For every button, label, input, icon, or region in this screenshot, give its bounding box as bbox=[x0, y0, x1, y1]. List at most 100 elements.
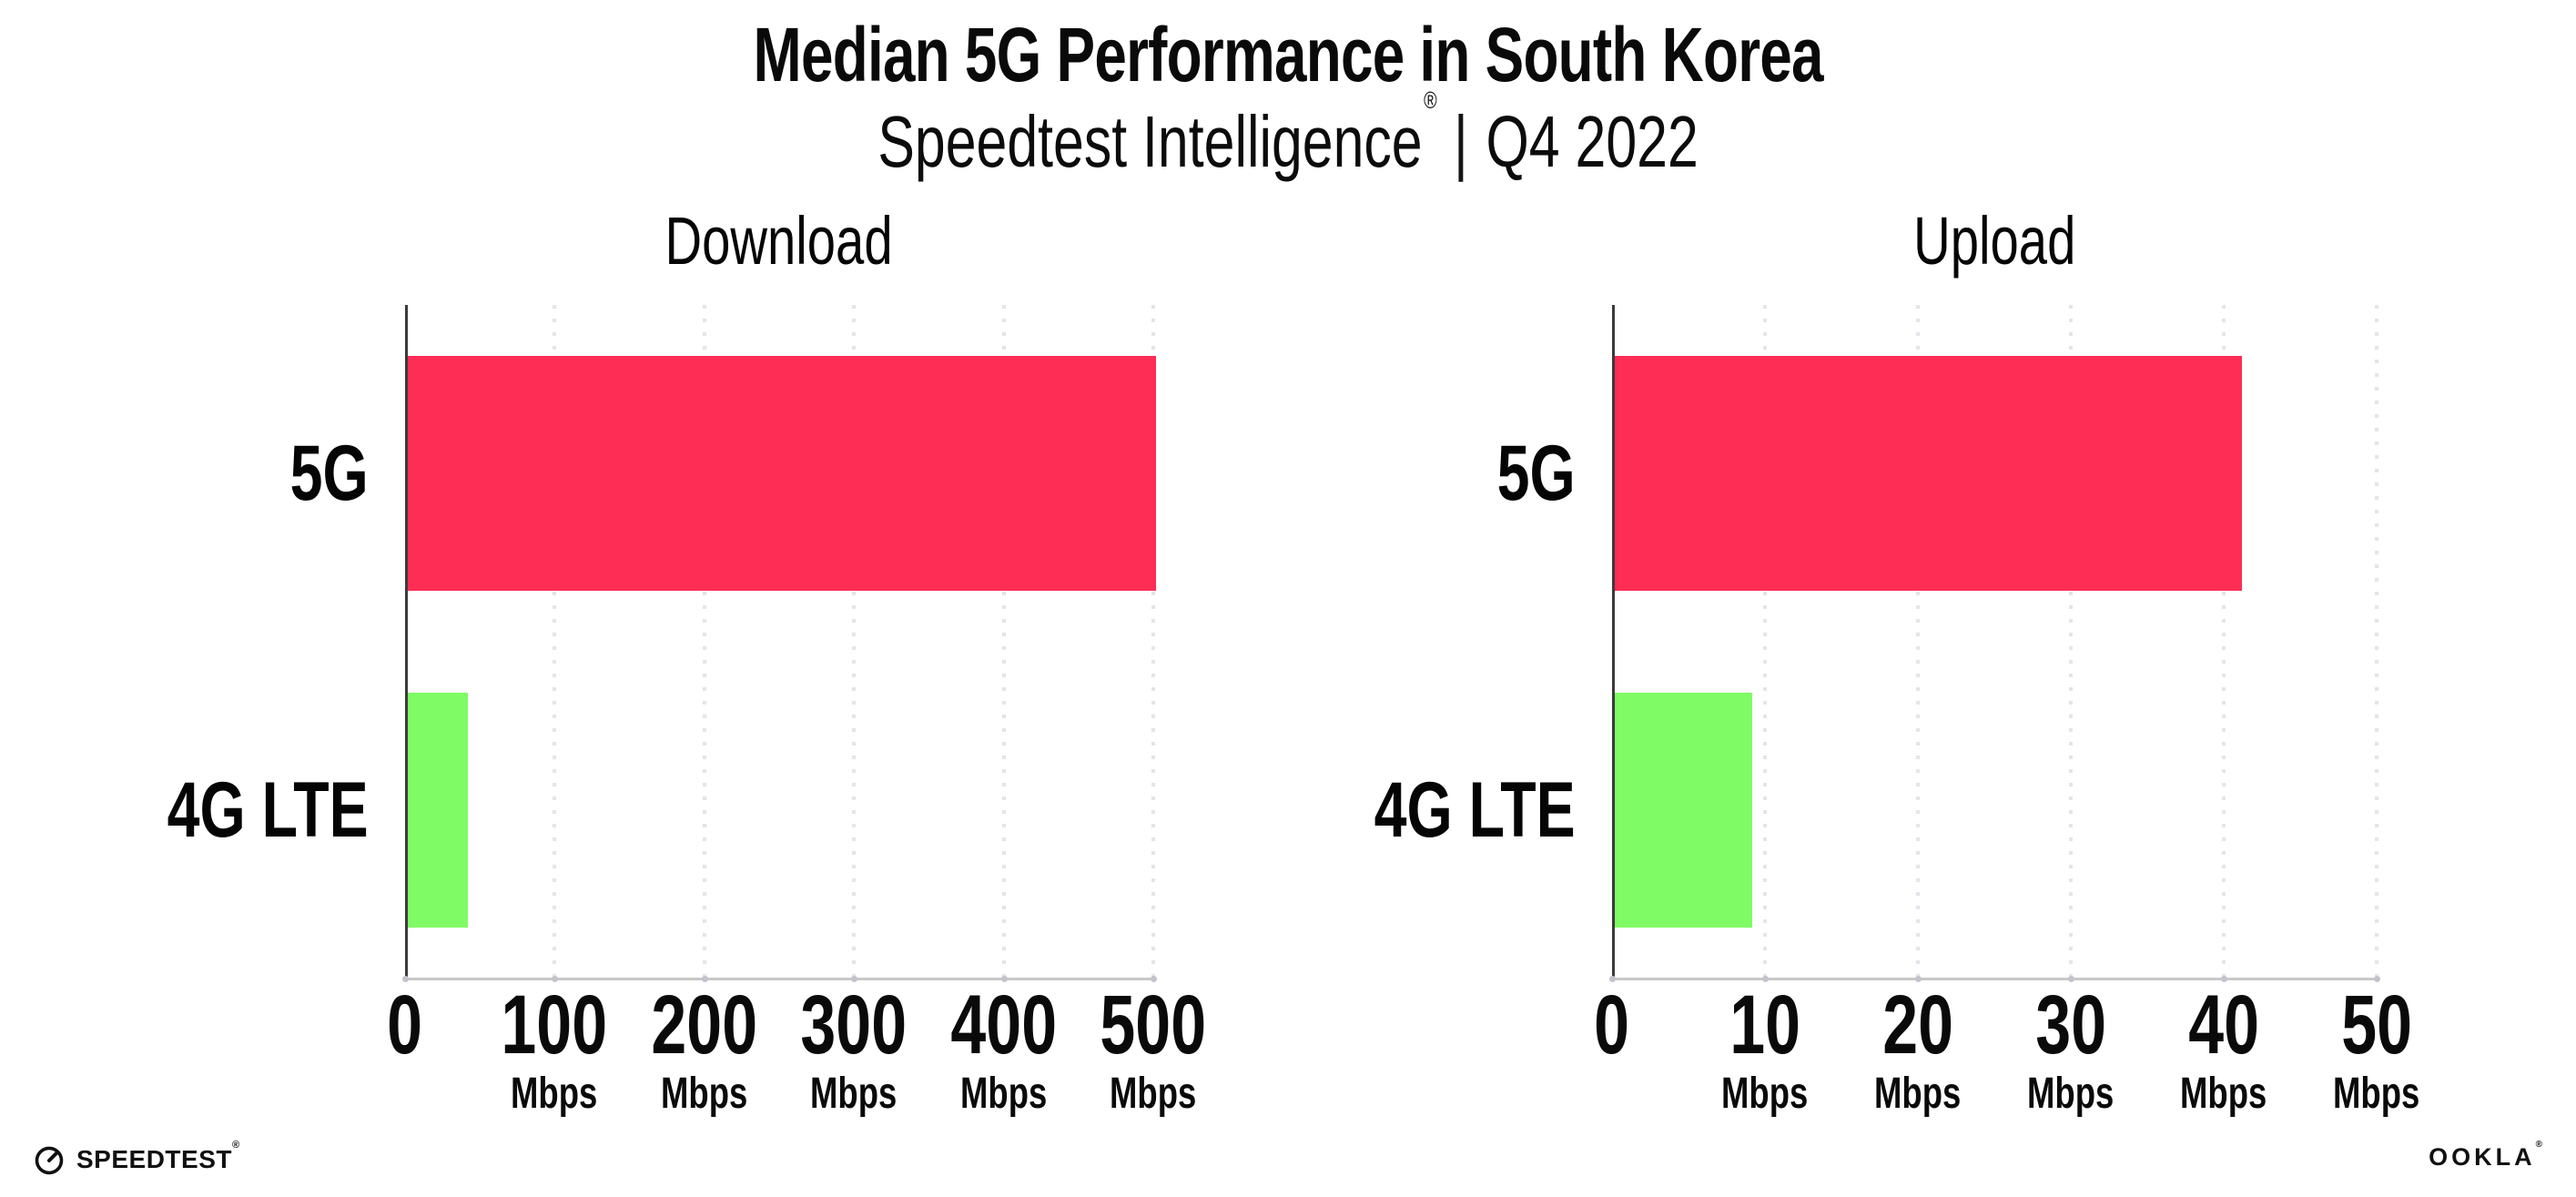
subtitle-separator: | bbox=[1453, 101, 1468, 182]
tick-unit-label: Mbps bbox=[1800, 1072, 2036, 1116]
tick-value: 100 bbox=[436, 979, 673, 1071]
tick-mark-200 bbox=[702, 976, 708, 982]
tick-label-500: 500 Mbps bbox=[1035, 979, 1272, 1116]
ookla-logo: OOKLA® bbox=[2429, 1140, 2542, 1172]
tick-label-30: 30 Mbps bbox=[1952, 979, 2189, 1116]
category-label-text: 4G LTE bbox=[1374, 766, 1576, 854]
tick-unit-text: Mbps bbox=[810, 1070, 898, 1119]
gridline-100 bbox=[553, 305, 556, 979]
speedtest-registered-mark: ® bbox=[231, 1139, 240, 1151]
tick-value: 400 bbox=[886, 979, 1122, 1071]
gridline-400 bbox=[1002, 305, 1006, 979]
registered-mark: ® bbox=[1424, 86, 1437, 115]
tick-value: 50 bbox=[2258, 979, 2495, 1071]
tick-label-200: 200 Mbps bbox=[586, 979, 823, 1116]
tick-label-300: 300 Mbps bbox=[735, 979, 972, 1116]
tick-value: 200 bbox=[586, 979, 823, 1071]
tick-value: 300 bbox=[735, 979, 972, 1071]
tick-unit-label: Mbps bbox=[735, 1072, 972, 1116]
tick-value-text: 50 bbox=[2341, 979, 2412, 1071]
tick-value: 40 bbox=[2105, 979, 2342, 1071]
tick-label-0: 0 bbox=[1494, 979, 1730, 1071]
tick-unit-text: Mbps bbox=[1721, 1070, 1809, 1119]
bar-download-4g-lte bbox=[408, 693, 468, 928]
tick-mark-10 bbox=[1762, 976, 1769, 982]
tick-label-40: 40 Mbps bbox=[2105, 979, 2342, 1119]
bar-upload-4g-lte bbox=[1615, 693, 1752, 928]
tick-value-text: 400 bbox=[950, 979, 1058, 1071]
y-axis-line bbox=[405, 305, 408, 979]
page-title-text: Median 5G Performance in South Korea bbox=[753, 12, 1823, 97]
tick-value-text: 30 bbox=[2035, 979, 2106, 1071]
tick-value: 0 bbox=[1494, 979, 1730, 1071]
tick-value-text: 0 bbox=[387, 979, 423, 1071]
tick-mark-0 bbox=[402, 976, 409, 982]
tick-value: 30 bbox=[1952, 979, 2189, 1071]
tick-unit-text: Mbps bbox=[2180, 1070, 2267, 1119]
tick-value: 0 bbox=[287, 979, 523, 1071]
tick-value-text: 40 bbox=[2188, 979, 2259, 1071]
tick-unit-label: Mbps bbox=[436, 1072, 673, 1116]
page-title: Median 5G Performance in South Korea bbox=[0, 16, 2576, 93]
subtitle-brand: Speedtest Intelligence bbox=[877, 101, 1423, 182]
ookla-wordmark: OOKLA® bbox=[2429, 1140, 2542, 1171]
bar-download-5g bbox=[408, 356, 1156, 591]
tick-mark-40 bbox=[2221, 976, 2227, 982]
subtitle-period: Q4 2022 bbox=[1486, 101, 1699, 182]
tick-mark-0 bbox=[1609, 976, 1616, 982]
tick-mark-400 bbox=[1001, 976, 1008, 982]
tick-label-100: 100 Mbps bbox=[436, 979, 673, 1116]
tick-value-text: 10 bbox=[1729, 979, 1800, 1071]
subtitle: Speedtest Intelligence®| Q4 2022 bbox=[0, 88, 2576, 178]
tick-mark-30 bbox=[2068, 976, 2074, 982]
category-label-text: 5G bbox=[1496, 430, 1576, 517]
x-axis-line bbox=[405, 978, 1153, 980]
tick-mark-50 bbox=[2374, 976, 2380, 982]
plot-area-upload: 5G 4G LTE 0 10 Mbps 20 Mbps 30 Mbps 40 Mbps 50 Mbps bbox=[1374, 305, 2420, 1116]
gridline-30 bbox=[2069, 305, 2073, 979]
tick-unit-label: Mbps bbox=[1035, 1072, 1272, 1116]
bar-upload-5g bbox=[1615, 356, 2242, 591]
tick-unit-text: Mbps bbox=[661, 1070, 748, 1119]
tick-label-50: 50 Mbps bbox=[2258, 979, 2495, 1116]
tick-mark-20 bbox=[1915, 976, 1922, 982]
chart-title-download: Download bbox=[405, 208, 1153, 275]
tick-label-0: 0 bbox=[287, 979, 523, 1071]
gridline-300 bbox=[852, 305, 856, 979]
gridline-10 bbox=[1763, 305, 1767, 979]
gridline-20 bbox=[1916, 305, 1920, 979]
category-label-text: 4G LTE bbox=[167, 766, 369, 854]
tick-label-10: 10 Mbps bbox=[1647, 979, 1883, 1119]
tick-value-text: 0 bbox=[1594, 979, 1630, 1071]
tick-unit-label: Mbps bbox=[1952, 1072, 2189, 1116]
tick-label-20: 20 Mbps bbox=[1800, 979, 2036, 1116]
tick-unit-text: Mbps bbox=[1110, 1070, 1197, 1119]
speedtest-gauge-icon bbox=[35, 1146, 64, 1175]
speedtest-wordmark: SPEEDTEST® bbox=[76, 1139, 240, 1173]
tick-value-text: 100 bbox=[501, 979, 608, 1071]
category-label-4g-lte: 4G LTE bbox=[1248, 771, 1576, 849]
tick-unit-text: Mbps bbox=[960, 1070, 1048, 1119]
tick-unit-label: Mbps bbox=[586, 1072, 823, 1116]
tick-unit-text: Mbps bbox=[1874, 1070, 1962, 1119]
gridline-40 bbox=[2222, 305, 2226, 979]
gridline-500 bbox=[1151, 305, 1155, 979]
tick-unit-label: Mbps bbox=[2258, 1072, 2495, 1116]
tick-value-text: 500 bbox=[1100, 979, 1207, 1071]
tick-value-text: 200 bbox=[651, 979, 758, 1071]
category-label-4g-lte: 4G LTE bbox=[41, 771, 369, 849]
category-label-5g: 5G bbox=[41, 434, 369, 512]
chart-title-text: Download bbox=[664, 203, 894, 279]
tick-mark-100 bbox=[552, 976, 558, 982]
tick-value-text: 20 bbox=[1882, 979, 1953, 1071]
category-label-5g: 5G bbox=[1248, 434, 1576, 512]
chart-title-upload: Upload bbox=[1612, 208, 2377, 275]
tick-value-text: 300 bbox=[800, 979, 908, 1071]
ookla-registered-mark: ® bbox=[2535, 1140, 2542, 1150]
tick-unit-text: Mbps bbox=[2333, 1070, 2420, 1119]
y-axis-line bbox=[1612, 305, 1615, 979]
x-axis-line bbox=[1612, 978, 2377, 980]
tick-mark-500 bbox=[1151, 976, 1157, 982]
speedtest-logo: SPEEDTEST® bbox=[33, 1140, 240, 1180]
